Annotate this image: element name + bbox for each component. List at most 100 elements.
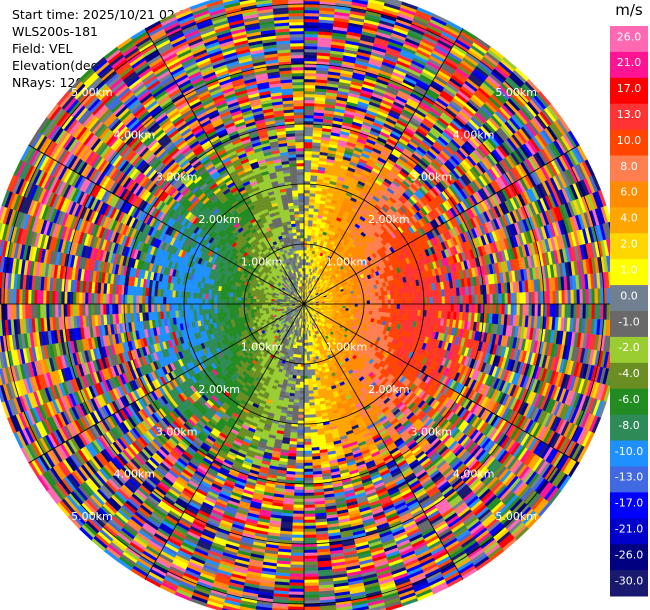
gate <box>432 296 437 305</box>
gate <box>579 289 584 305</box>
gate <box>585 288 590 305</box>
gate <box>303 0 321 2</box>
gate <box>492 303 497 315</box>
gate <box>303 21 319 26</box>
gate <box>303 72 317 77</box>
gate <box>432 303 437 312</box>
gate <box>417 291 421 299</box>
gate <box>426 303 431 311</box>
velocity-gates <box>0 0 610 610</box>
gate <box>486 294 491 305</box>
gate <box>477 303 482 314</box>
gate <box>549 303 554 318</box>
gate <box>396 293 401 300</box>
gate <box>303 252 307 257</box>
gate <box>552 303 557 318</box>
gate <box>522 303 527 316</box>
gate <box>357 294 361 299</box>
gate <box>303 6 320 11</box>
gate <box>477 294 482 305</box>
gate <box>519 292 524 305</box>
gate <box>303 51 318 56</box>
gate <box>308 216 314 221</box>
gate <box>399 308 404 315</box>
gate <box>372 300 377 305</box>
gate <box>411 303 416 310</box>
gate <box>384 308 389 313</box>
gate <box>303 210 310 215</box>
gate <box>489 293 494 305</box>
gate <box>510 303 515 316</box>
gate <box>303 189 311 194</box>
gate <box>360 303 365 308</box>
gate <box>567 289 572 305</box>
gate <box>396 308 401 315</box>
gate <box>303 147 313 152</box>
gate <box>414 303 419 311</box>
gate <box>561 303 566 318</box>
gate <box>351 298 356 302</box>
gate <box>573 289 578 305</box>
gate <box>447 296 452 305</box>
gate <box>516 303 521 316</box>
gate <box>372 307 377 312</box>
gate <box>303 243 308 248</box>
gate <box>319 0 337 3</box>
gate <box>303 225 309 230</box>
gate <box>307 237 312 242</box>
gate <box>558 303 563 318</box>
gate <box>303 198 310 203</box>
gate <box>441 303 446 312</box>
gate <box>303 99 315 104</box>
gate <box>492 293 497 305</box>
gate <box>591 288 596 305</box>
gate <box>354 298 359 302</box>
gate <box>417 309 421 317</box>
gate <box>513 292 518 305</box>
gate <box>390 294 395 300</box>
gate <box>303 30 319 35</box>
gate <box>495 293 500 305</box>
gate <box>303 108 315 113</box>
gate <box>303 45 318 50</box>
gate <box>582 303 587 319</box>
gate <box>384 303 389 309</box>
gate <box>459 303 464 313</box>
gate <box>303 36 319 41</box>
gate <box>387 294 392 300</box>
gate <box>591 303 596 320</box>
gate <box>435 296 440 305</box>
gate <box>552 290 557 305</box>
gate <box>408 303 413 310</box>
gate <box>489 303 494 315</box>
gate <box>402 303 407 310</box>
gate <box>396 303 401 310</box>
gate <box>303 24 319 29</box>
gate <box>333 300 338 303</box>
gate <box>519 303 524 316</box>
gate <box>342 299 347 303</box>
gate <box>307 225 313 230</box>
gate <box>456 295 461 305</box>
gate <box>309 193 316 197</box>
gate <box>564 303 569 318</box>
gate <box>594 288 599 305</box>
gate <box>579 303 584 319</box>
gate <box>390 299 395 305</box>
gate <box>384 299 389 305</box>
gate <box>444 303 449 312</box>
gate <box>303 81 316 86</box>
gate <box>426 297 431 305</box>
gate <box>372 296 377 301</box>
gate <box>375 296 380 301</box>
gate <box>381 299 386 305</box>
gate <box>303 90 316 95</box>
gate <box>507 293 512 305</box>
gate <box>303 42 318 47</box>
gate <box>345 299 350 302</box>
gate <box>308 204 315 209</box>
gate <box>303 93 316 98</box>
gate <box>303 135 313 140</box>
gate <box>387 308 392 314</box>
nrays: NRays: 120 <box>12 75 84 90</box>
